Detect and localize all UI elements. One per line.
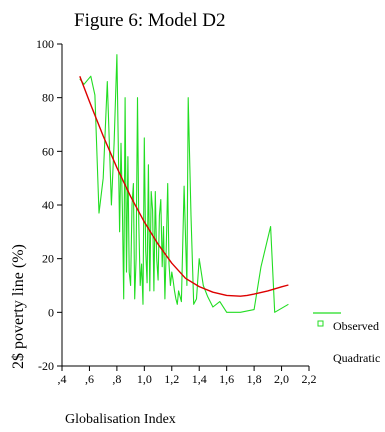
- y-tick-label: 80: [42, 91, 54, 105]
- x-tick-label: 2,2: [302, 372, 317, 386]
- plot-area: ,4 ,6 ,8 1,0 1,2 1,4 1,6 1,8 2,0 2,2 -20 0 20 40 60 80…: [36, 37, 317, 386]
- chart-title: Figure 6: Model D2: [74, 10, 225, 31]
- series-layer: [79, 54, 289, 313]
- y-tick-label: -20: [38, 359, 54, 373]
- y-tick-label: 0: [48, 305, 54, 319]
- x-tick-label: 1,8: [247, 372, 262, 386]
- observed-series-line: [79, 54, 289, 313]
- legend-observed-label: Observed: [333, 319, 379, 333]
- quadratic-series-line: [79, 75, 289, 297]
- x-tick-label: 1,2: [164, 372, 179, 386]
- x-tick-label: ,8: [112, 372, 121, 386]
- x-axis-label: Globalisation Index: [65, 412, 176, 427]
- x-tick-label: 2,0: [274, 372, 289, 386]
- x-tick-label: 1,6: [219, 372, 234, 386]
- y-axis-label: 2$ poverty line (%): [10, 244, 27, 369]
- chart-legend: Observed Quadratic: [313, 312, 380, 365]
- y-axis-ticks: -20 0 20 40 60 80 100: [36, 37, 62, 373]
- x-tick-label: ,6: [85, 372, 94, 386]
- x-tick-label: 1,4: [192, 372, 207, 386]
- y-tick-label: 40: [42, 198, 54, 212]
- legend-observed-marker: [317, 320, 324, 327]
- y-tick-label: 20: [42, 252, 54, 266]
- x-tick-label: 1,0: [137, 372, 152, 386]
- x-axis-ticks: ,4 ,6 ,8 1,0 1,2 1,4 1,6 1,8 2,0 2,2: [58, 366, 317, 386]
- legend-quadratic-label: Quadratic: [333, 351, 380, 365]
- y-tick-label: 100: [36, 37, 54, 51]
- x-tick-label: ,4: [58, 372, 67, 386]
- y-tick-label: 60: [42, 144, 54, 158]
